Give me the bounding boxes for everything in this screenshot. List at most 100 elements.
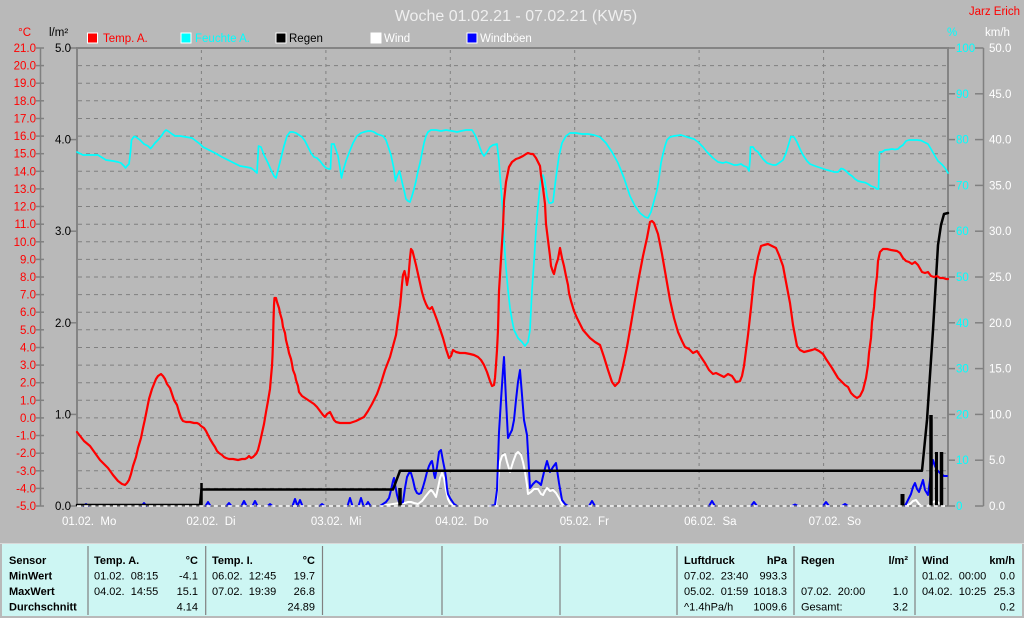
svg-text:993.3: 993.3 (759, 571, 787, 583)
svg-text:20: 20 (956, 409, 969, 421)
svg-text:°C: °C (186, 555, 198, 567)
svg-text:Temp. A.: Temp. A. (94, 555, 139, 567)
svg-text:12.0: 12.0 (14, 202, 36, 214)
svg-text:21.0: 21.0 (14, 43, 36, 55)
svg-text:1009.6: 1009.6 (753, 601, 787, 613)
svg-text:6.0: 6.0 (20, 307, 36, 319)
svg-text:0.2: 0.2 (1000, 601, 1015, 613)
svg-text:5.0: 5.0 (20, 325, 36, 337)
svg-text:24.89: 24.89 (287, 601, 315, 613)
svg-text:-3.0: -3.0 (16, 466, 36, 478)
svg-text:17.0: 17.0 (14, 114, 36, 126)
svg-text:07.02. 19:39: 07.02. 19:39 (212, 586, 276, 598)
svg-text:Temp. A.: Temp. A. (103, 33, 148, 45)
svg-text:13.0: 13.0 (14, 184, 36, 196)
svg-text:7.0: 7.0 (20, 290, 36, 302)
svg-text:11.0: 11.0 (14, 219, 36, 231)
svg-text:4.0: 4.0 (20, 343, 36, 355)
svg-text:04.02. Do: 04.02. Do (435, 516, 488, 528)
svg-text:05.02. 01:59: 05.02. 01:59 (684, 586, 748, 598)
svg-text:45.0: 45.0 (989, 89, 1011, 101)
svg-text:26.8: 26.8 (294, 586, 315, 598)
svg-text:19.7: 19.7 (294, 571, 315, 583)
svg-text:-2.0: -2.0 (16, 448, 36, 460)
svg-text:MinWert: MinWert (9, 571, 53, 583)
svg-text:%: % (947, 27, 957, 39)
svg-text:20.0: 20.0 (989, 318, 1011, 330)
svg-text:4.0: 4.0 (55, 135, 71, 147)
svg-text:04.02. 14:55: 04.02. 14:55 (94, 586, 158, 598)
svg-text:km/h: km/h (989, 555, 1015, 567)
svg-text:10: 10 (956, 455, 969, 467)
svg-text:06.02. Sa: 06.02. Sa (684, 516, 737, 528)
svg-text:20.0: 20.0 (14, 61, 36, 73)
svg-text:MaxWert: MaxWert (9, 586, 55, 598)
svg-text:Wind: Wind (384, 33, 410, 45)
svg-text:-4.1: -4.1 (179, 571, 198, 583)
svg-text:hPa: hPa (767, 555, 788, 567)
svg-text:07.02. So: 07.02. So (809, 516, 861, 528)
svg-text:9.0: 9.0 (20, 254, 36, 266)
svg-text:2.0: 2.0 (20, 378, 36, 390)
svg-text:1018.3: 1018.3 (753, 586, 787, 598)
svg-text:-4.0: -4.0 (16, 483, 36, 495)
svg-text:30: 30 (956, 364, 969, 376)
svg-text:3.2: 3.2 (893, 601, 908, 613)
svg-text:°C: °C (303, 555, 315, 567)
svg-text:Woche 01.02.21 - 07.02.21 (KW5: Woche 01.02.21 - 07.02.21 (KW5) (395, 8, 638, 25)
svg-text:70: 70 (956, 180, 969, 192)
svg-text:01.02. Mo: 01.02. Mo (62, 516, 116, 528)
svg-text:0.0: 0.0 (1000, 571, 1015, 583)
svg-text:Durchschnitt: Durchschnitt (9, 601, 77, 613)
svg-text:1.0: 1.0 (55, 409, 71, 421)
svg-text:4.14: 4.14 (177, 601, 198, 613)
svg-text:80: 80 (956, 135, 969, 147)
svg-text:05.02. Fr: 05.02. Fr (560, 516, 609, 528)
svg-text:-5.0: -5.0 (16, 501, 36, 513)
svg-text:90: 90 (956, 89, 969, 101)
svg-text:5.0: 5.0 (55, 43, 71, 55)
svg-text:50: 50 (956, 272, 969, 284)
svg-text:03.02. Mi: 03.02. Mi (311, 516, 362, 528)
svg-text:10.0: 10.0 (989, 409, 1011, 421)
svg-text:Gesamt:: Gesamt: (801, 601, 843, 613)
svg-text:04.02. 10:25: 04.02. 10:25 (922, 586, 986, 598)
svg-text:3.0: 3.0 (55, 226, 71, 238)
svg-text:15.0: 15.0 (14, 149, 36, 161)
svg-text:40: 40 (956, 318, 969, 330)
svg-text:Jarz Erich: Jarz Erich (969, 6, 1020, 18)
svg-text:16.0: 16.0 (14, 131, 36, 143)
svg-text:-1.0: -1.0 (16, 431, 36, 443)
svg-text:25.3: 25.3 (994, 586, 1015, 598)
svg-text:3.0: 3.0 (20, 360, 36, 372)
svg-text:km/h: km/h (985, 27, 1010, 39)
svg-text:0.0: 0.0 (55, 501, 71, 513)
svg-text:Regen: Regen (289, 33, 323, 45)
svg-text:30.0: 30.0 (989, 226, 1011, 238)
svg-text:01.02. 08:15: 01.02. 08:15 (94, 571, 158, 583)
svg-text:Windböen: Windböen (480, 33, 532, 45)
svg-text:0: 0 (956, 501, 962, 513)
svg-text:35.0: 35.0 (989, 180, 1011, 192)
svg-text:02.02. Di: 02.02. Di (186, 516, 235, 528)
svg-text:18.0: 18.0 (14, 96, 36, 108)
svg-text:0.0: 0.0 (20, 413, 36, 425)
svg-text:19.0: 19.0 (14, 78, 36, 90)
svg-text:15.1: 15.1 (177, 586, 198, 598)
svg-text:Feuchte A.: Feuchte A. (195, 33, 250, 45)
svg-text:07.02. 23:40: 07.02. 23:40 (684, 571, 748, 583)
svg-text:Luftdruck: Luftdruck (684, 555, 736, 567)
svg-text:°C: °C (18, 27, 31, 39)
svg-text:60: 60 (956, 226, 969, 238)
svg-text:Sensor: Sensor (9, 555, 47, 567)
svg-text:14.0: 14.0 (14, 166, 36, 178)
svg-text:Wind: Wind (922, 555, 949, 567)
svg-text:0.0: 0.0 (989, 501, 1005, 513)
svg-text:15.0: 15.0 (989, 364, 1011, 376)
svg-text:l/m²: l/m² (49, 27, 68, 39)
svg-text:5.0: 5.0 (989, 455, 1005, 467)
svg-text:06.02. 12:45: 06.02. 12:45 (212, 571, 276, 583)
svg-text:01.02. 00:00: 01.02. 00:00 (922, 571, 986, 583)
svg-text:100: 100 (956, 43, 975, 55)
svg-text:^1.4hPa/h: ^1.4hPa/h (684, 601, 733, 613)
